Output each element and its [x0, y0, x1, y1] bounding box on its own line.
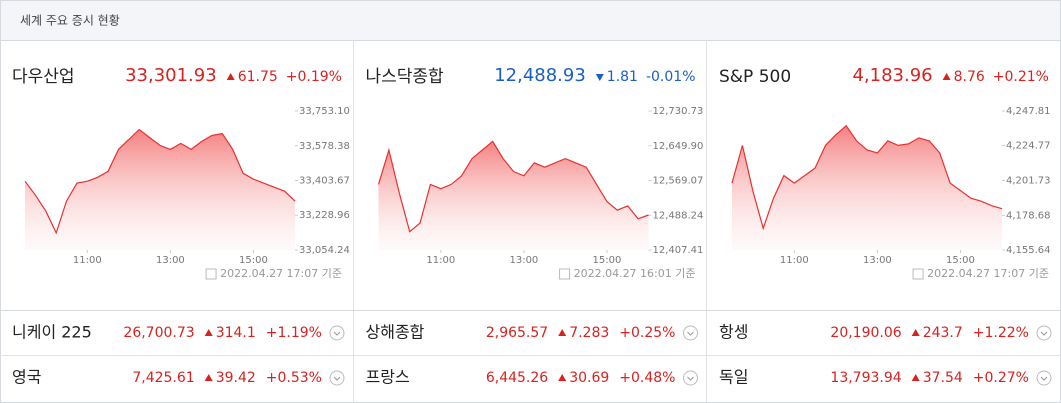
expand-button[interactable]: [1036, 325, 1052, 341]
price: 12,488.93: [494, 65, 586, 86]
y-tick-label: 33,054.24: [299, 245, 350, 256]
price: 26,700.73: [123, 325, 194, 341]
change-arrow: [226, 73, 235, 80]
chevron: [333, 376, 341, 381]
x-tick-label: 13:00: [863, 255, 892, 266]
change-arrow: [942, 73, 951, 80]
price: 20,190.06: [830, 325, 901, 341]
x-tick-label: 13:00: [156, 255, 185, 266]
chevron: [687, 331, 694, 336]
index-name: 나스닥종합: [366, 67, 445, 87]
market-name: 독일: [719, 368, 748, 387]
change-value: 37.54: [923, 370, 963, 386]
change-arrow: [204, 329, 213, 336]
timestamp: 2022.04.27 16:01 기준: [574, 267, 696, 280]
expand-button[interactable]: [329, 325, 345, 341]
y-tick-label: 4,155.64: [1006, 245, 1051, 256]
change-arrow: [911, 329, 920, 336]
change-value: 7.283: [569, 325, 609, 341]
x-tick-label: 15:00: [946, 255, 975, 266]
price-line: [731, 124, 1003, 231]
change-value: 39.42: [216, 370, 256, 386]
market-name: 니케이 225: [12, 323, 92, 342]
market-name: 프랑스: [366, 368, 410, 387]
change-pct: +0.21%: [993, 69, 1049, 85]
price-line: [377, 140, 649, 233]
header-bar: [1, 1, 1060, 40]
y-tick-label: 4,247.81: [1006, 106, 1051, 117]
y-tick-label: 12,730.73: [653, 106, 704, 117]
change-value: 314.1: [216, 325, 256, 341]
y-tick-label: 4,201.73: [1006, 175, 1051, 186]
change-value: 243.7: [923, 325, 963, 341]
x-tick-label: 11:00: [780, 255, 809, 266]
change-value: 1.81: [607, 69, 638, 85]
x-tick-label: 11:00: [426, 255, 455, 266]
change-pct: +1.22%: [973, 325, 1029, 341]
expand-button[interactable]: [683, 325, 698, 341]
change-value: 30.69: [569, 370, 609, 386]
change-arrow: [595, 74, 604, 81]
y-tick-label: 33,403.67: [299, 176, 350, 187]
timestamp: 2022.04.27 17:07 기준: [927, 267, 1049, 280]
x-tick-label: 15:00: [593, 255, 622, 266]
change-pct: +0.25%: [619, 325, 675, 341]
area: [378, 141, 649, 250]
change-pct: +0.53%: [266, 370, 322, 386]
chevron: [1040, 331, 1048, 336]
x-tick-label: 11:00: [73, 255, 102, 266]
price-line: [24, 128, 296, 235]
y-tick-label: 4,178.68: [1006, 210, 1051, 221]
change-value: 61.75: [238, 69, 278, 85]
expand-button[interactable]: [329, 370, 345, 386]
x-tick-label: 15:00: [239, 255, 268, 266]
price: 6,445.26: [486, 370, 548, 386]
price: 2,965.57: [486, 325, 548, 341]
y-tick-label: 12,407.41: [653, 245, 704, 256]
change-pct: +1.19%: [266, 325, 322, 341]
change-arrow: [558, 374, 567, 381]
y-tick-label: 33,228.96: [299, 210, 350, 221]
chevron: [687, 376, 694, 381]
change-pct: +0.27%: [973, 370, 1029, 386]
price: 4,183.96: [852, 65, 932, 86]
y-tick-label: 12,488.24: [653, 210, 704, 221]
y-tick-label: 12,649.90: [653, 141, 704, 152]
calendar-icon: [559, 268, 571, 280]
change-value: 8.76: [954, 69, 985, 85]
change-arrow: [911, 374, 920, 381]
market-name: 항셍: [719, 323, 748, 342]
x-tick-label: 13:00: [509, 255, 538, 266]
y-tick-label: 33,578.38: [299, 141, 350, 152]
index-name: 다우산업: [12, 67, 75, 87]
y-tick-label: 12,569.07: [653, 176, 704, 187]
calendar-icon: [205, 268, 217, 280]
timestamp: 2022.04.27 17:07 기준: [220, 267, 342, 280]
index-name: S&P 500: [719, 67, 791, 87]
chevron: [333, 331, 341, 336]
change-arrow: [558, 329, 567, 336]
price: 13,793.94: [830, 370, 901, 386]
calendar-icon: [912, 268, 924, 280]
expand-button[interactable]: [1036, 370, 1052, 386]
area: [732, 125, 1002, 250]
change-pct: +0.48%: [619, 370, 675, 386]
y-tick-label: 33,753.10: [299, 106, 350, 117]
change-pct: -0.01%: [646, 69, 696, 85]
change-pct: +0.19%: [286, 69, 342, 85]
chevron: [1040, 376, 1048, 381]
change-arrow: [204, 374, 213, 381]
price: 33,301.93: [125, 65, 217, 86]
y-tick-label: 4,224.77: [1006, 141, 1051, 152]
market-name: 영국: [12, 368, 41, 387]
expand-button[interactable]: [683, 370, 698, 386]
price: 7,425.61: [132, 370, 194, 386]
market-name: 상해종합: [366, 323, 425, 342]
area: [25, 129, 295, 250]
header-title: 세계 주요 증시 현황: [20, 14, 120, 28]
